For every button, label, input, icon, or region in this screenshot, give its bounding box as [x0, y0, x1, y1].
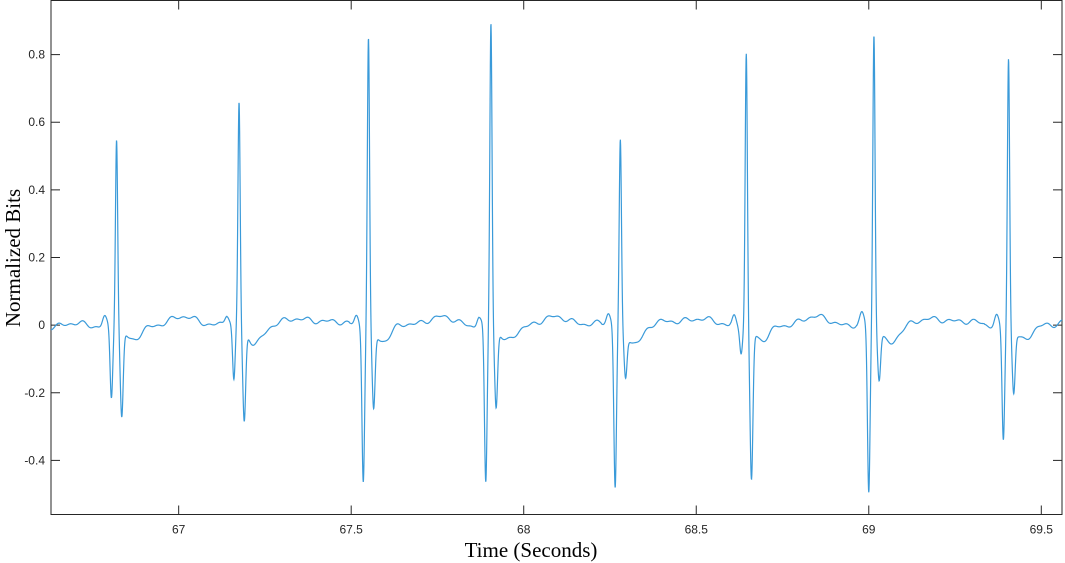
y-tick-label: 0: [38, 318, 45, 332]
y-tick-label: -0.2: [24, 386, 45, 400]
x-tick-label: 68.5: [685, 523, 709, 537]
y-axis: -0.4 -0.2 0 0.2 0.4 0.6 0.8: [24, 48, 1062, 467]
y-axis-title: Normalized Bits: [1, 189, 25, 327]
x-tick-label: 69: [862, 523, 876, 537]
plot-area-frame: [50, 0, 1063, 515]
x-tick-label: 67: [172, 523, 186, 537]
x-tick-label: 67.5: [340, 523, 364, 537]
y-tick-label: -0.4: [24, 453, 45, 467]
x-tick-label: 68: [517, 523, 531, 537]
y-tick-label: 0.2: [28, 251, 45, 265]
x-tick-label: 69.5: [1030, 523, 1054, 537]
x-axis: 67 67.5 68 68.5 69 69.5: [172, 0, 1054, 537]
ecg-series-line: [50, 24, 1063, 493]
y-tick-label: 0.6: [28, 115, 45, 129]
y-tick-label: 0.8: [28, 48, 45, 62]
x-axis-title: Time (Seconds): [465, 538, 598, 562]
y-tick-label: 0.4: [28, 183, 45, 197]
